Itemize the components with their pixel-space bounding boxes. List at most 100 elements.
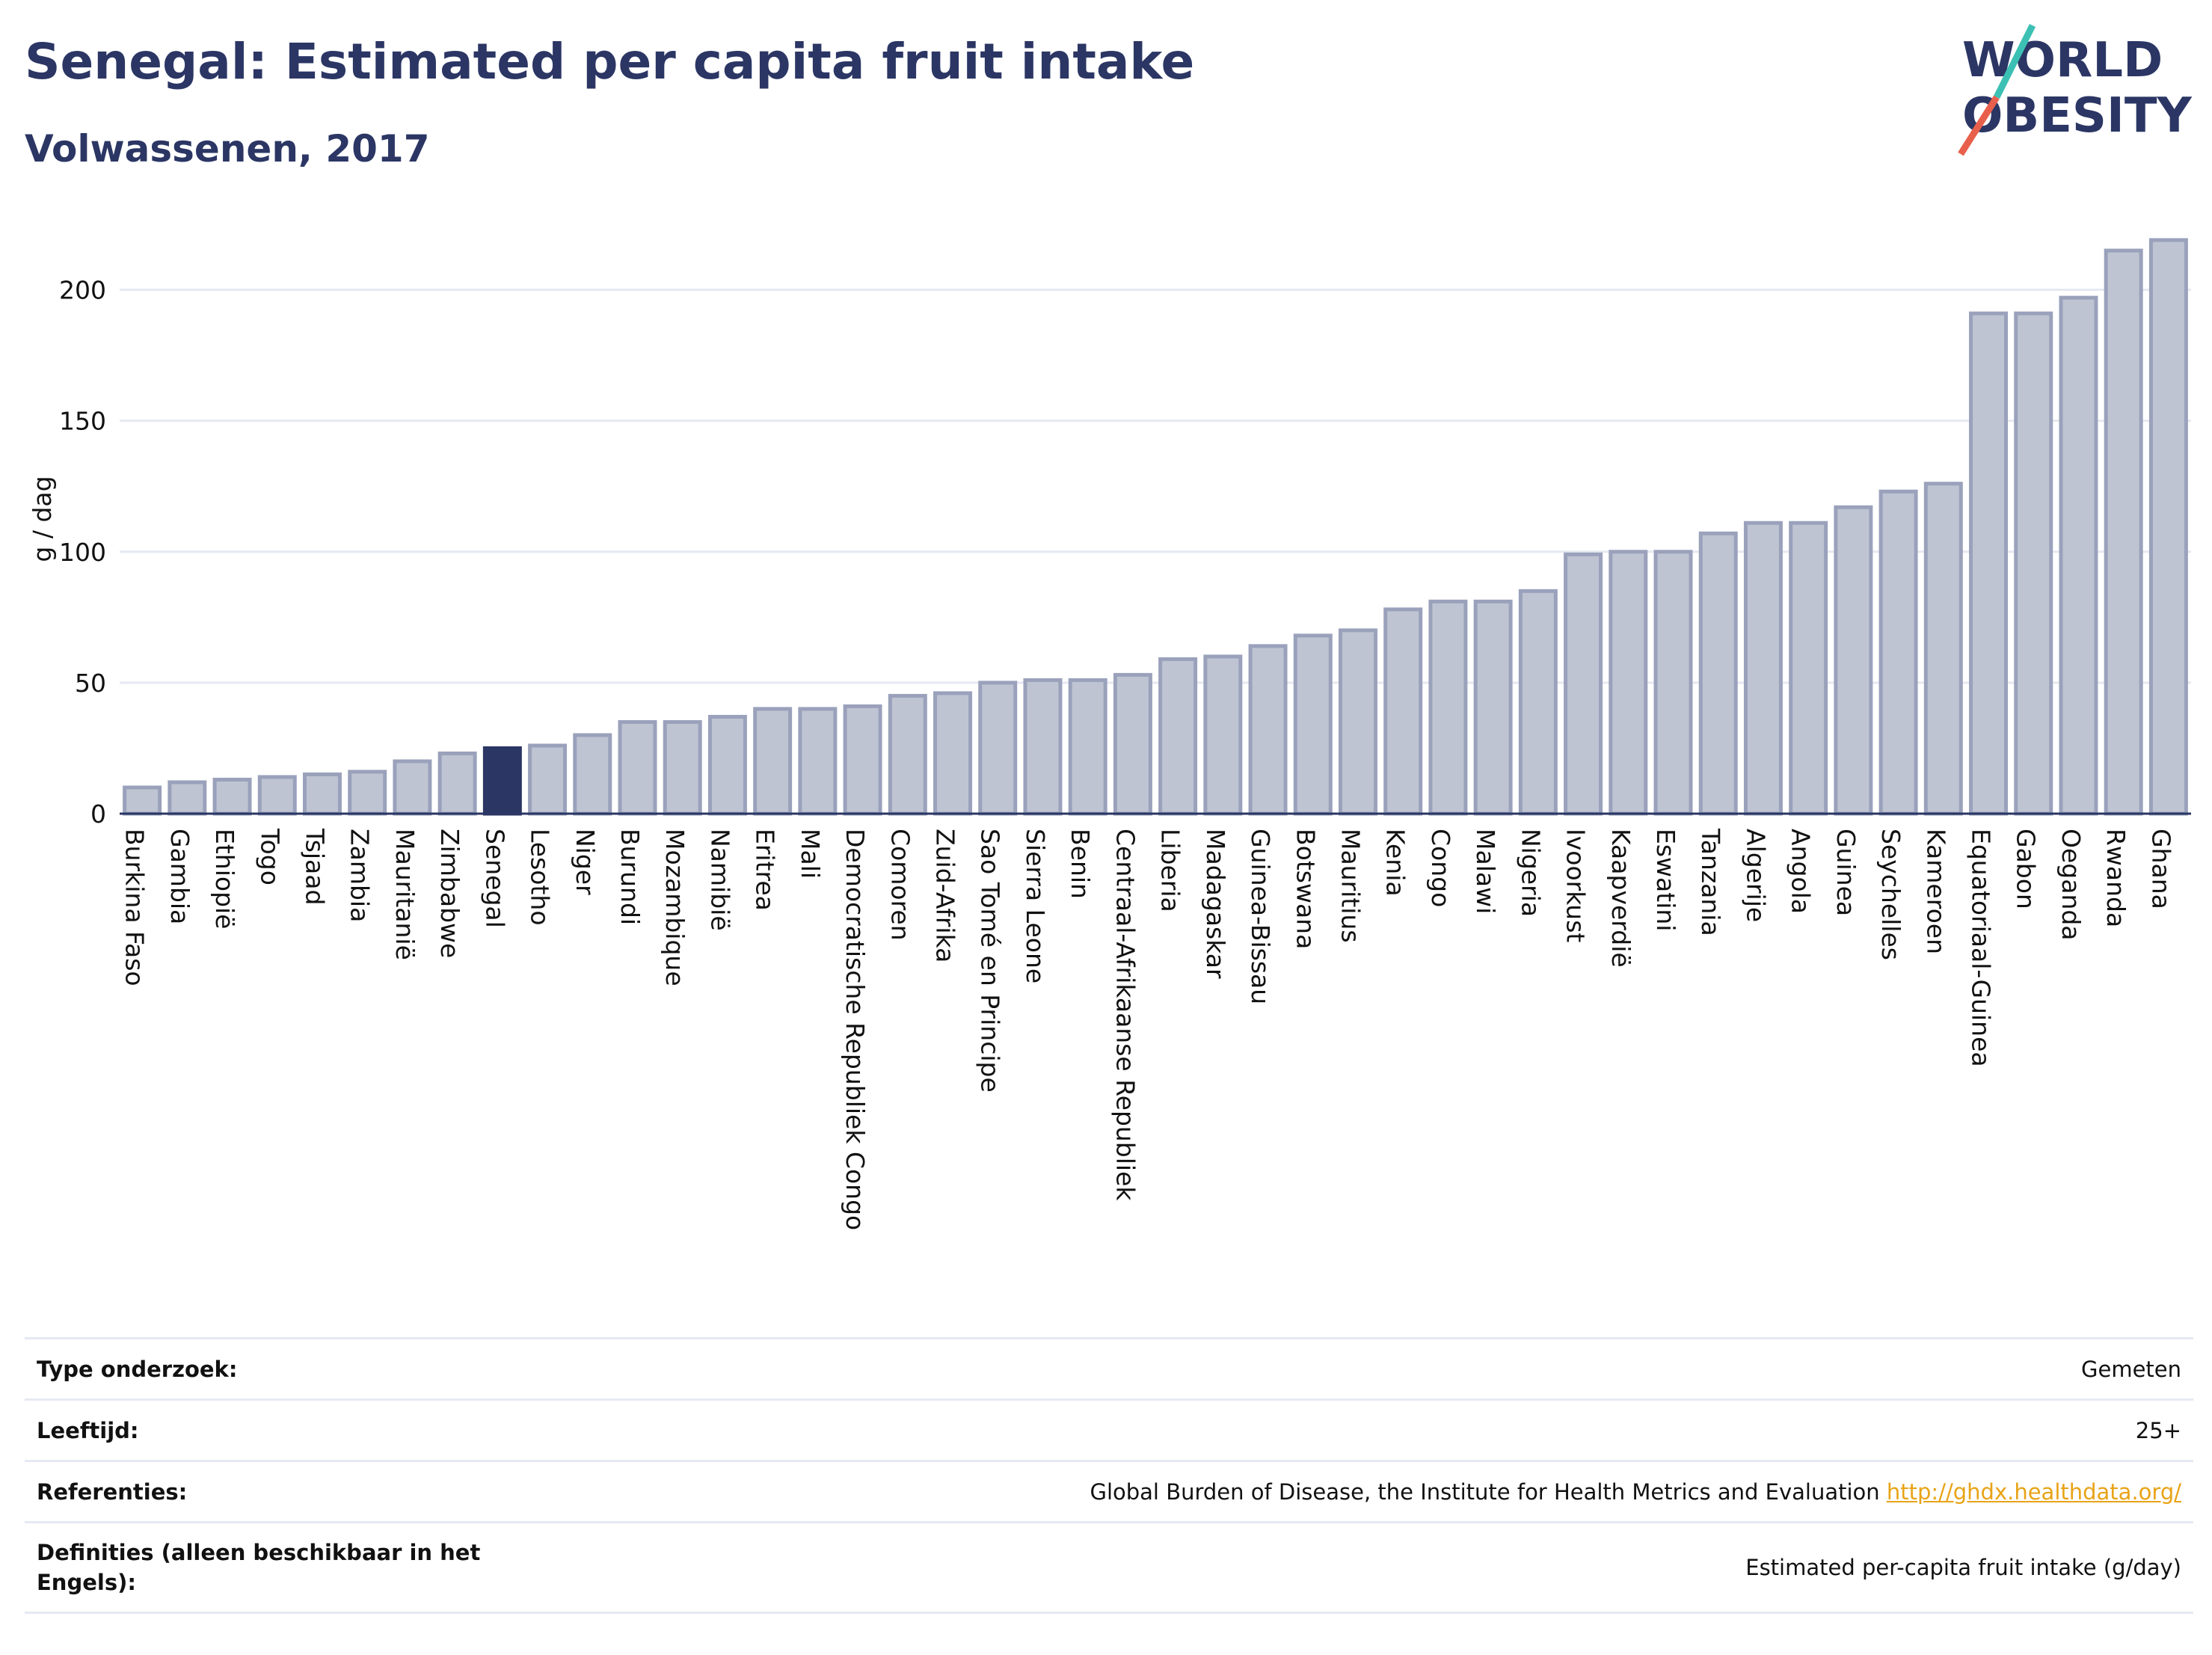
chart-subtitle: Volwassenen, 2017 [25, 127, 430, 171]
bar-sao-tom-en-principe [978, 681, 1018, 816]
x-tick-label: Angola [1787, 829, 1816, 914]
bar-burkina-faso [123, 785, 162, 816]
bar-kameroen [1923, 482, 1963, 816]
x-tick-label: Nigeria [1516, 829, 1545, 917]
x-tick-labels: Burkina Faso Gambia Ethiopië Togo Tsjaad Zamb… [120, 828, 2176, 1230]
bar-liberia [1158, 657, 1198, 816]
bar-sierra-leone [1023, 678, 1063, 816]
x-tick-label: Mauritius [1336, 829, 1365, 943]
x-tick-label: Centraal-Afrikaanse Republiek [1110, 829, 1140, 1201]
bar-congo [1428, 599, 1468, 816]
bars [123, 238, 2188, 816]
bar-centraal-afrikaanse-republiek [1113, 672, 1152, 816]
x-tick-label: Mali [796, 829, 825, 879]
info-row-definitions: Definities (alleen beschikbaar in het En… [25, 1521, 2193, 1614]
bar-gambia [168, 780, 207, 816]
x-tick-label: Democratische Republiek Congo [841, 829, 870, 1230]
x-tick-label: Ivoorkust [1561, 829, 1591, 942]
info-label: Referenties: [37, 1479, 188, 1505]
bar-oeganda [2059, 295, 2098, 816]
x-tick-label: Seychelles [1876, 829, 1905, 960]
info-value: Estimated per-capita fruit intake (g/day… [1745, 1555, 2181, 1580]
x-tick-label: Guinea [1831, 829, 1861, 916]
reference-link[interactable]: http://ghdx.healthdata.org/ [1886, 1479, 2181, 1505]
x-tick-label: Ghana [2146, 829, 2175, 909]
bar-eswatini [1653, 550, 1693, 816]
bar-zuid-afrika [933, 691, 973, 816]
bar-botswana [1293, 633, 1333, 816]
bar-mozambique [663, 719, 702, 816]
bar-ghana [2148, 238, 2188, 816]
bar-zimbabwe [437, 751, 477, 816]
x-tick-label: Kenia [1381, 829, 1410, 897]
bar-gabon [2014, 311, 2053, 816]
bar-senegal [482, 746, 522, 816]
info-label: Type onderzoek: [37, 1356, 238, 1382]
logo-text-obesity: OBESITY [1962, 88, 2192, 144]
bar-algerije [1743, 521, 1783, 816]
x-tick-label: Tanzania [1696, 828, 1725, 936]
x-tick-label: Eritrea [751, 829, 780, 911]
x-tick-label: Algerije [1741, 829, 1770, 922]
x-tick-label: Zuid-Afrika [931, 829, 960, 962]
bar-kaapverdi- [1609, 550, 1648, 816]
bar-angola [1789, 521, 1828, 816]
x-tick-label: Kaapverdië [1606, 829, 1635, 968]
bar-tanzania [1698, 531, 1738, 816]
x-tick-label: Madagaskar [1201, 829, 1230, 979]
x-tick-label: Sierra Leone [1021, 829, 1050, 983]
y-tick-label: 50 [75, 669, 106, 698]
x-tick-label: Benin [1066, 829, 1095, 899]
x-tick-label: Comoren [885, 829, 915, 941]
bar-rwanda [2104, 248, 2143, 816]
x-tick-label: Mauritanië [390, 829, 420, 960]
x-tick-label: Zambia [345, 829, 375, 922]
x-tick-label: Senegal [480, 829, 509, 928]
logo-slash-teal [1993, 23, 2036, 99]
y-tick-label: 200 [59, 276, 106, 305]
x-tick-label: Malawi [1471, 829, 1500, 914]
bar-zambia [348, 770, 387, 816]
x-tick-label: Eswatini [1651, 829, 1680, 931]
x-tick-label: Ethiopië [210, 829, 239, 929]
bar-namibi- [707, 714, 747, 816]
info-value: 25+ [2135, 1417, 2181, 1443]
x-tick-label: Namibië [705, 829, 734, 931]
chart-title: Senegal: Estimated per capita fruit inta… [25, 33, 1195, 90]
logo-slash-red [1958, 95, 2000, 156]
info-row-survey-type: Type onderzoek: Gemeten [25, 1337, 2193, 1398]
x-tick-label: Sao Tomé en Principe [976, 829, 1005, 1093]
bar-eritrea [753, 707, 793, 816]
x-tick-label: Zimbabwe [435, 829, 464, 958]
bar-lesotho [528, 743, 568, 816]
x-tick-label: Tsjaad [300, 828, 329, 905]
x-tick-label: Gambia [165, 829, 194, 924]
info-label: Definities (alleen beschikbaar in het En… [37, 1540, 481, 1595]
info-value: Gemeten [2081, 1356, 2181, 1382]
x-tick-label: Niger [571, 829, 600, 895]
x-tick-label: Congo [1426, 829, 1455, 907]
x-tick-label: Equatoriaal-Guinea [1967, 829, 1996, 1067]
bar-seychelles [1878, 489, 1918, 816]
y-tick-label: 0 [90, 799, 106, 829]
bar-mali [798, 707, 838, 816]
bar-kenia [1383, 607, 1423, 816]
bar-niger [573, 733, 612, 816]
bar-malawi [1473, 599, 1513, 816]
info-row-age: Leeftijd: 25+ [25, 1398, 2193, 1460]
info-row-references: Referenties: Global Burden of Disease, t… [25, 1460, 2193, 1521]
bar-comoren [888, 693, 927, 816]
logo-text-world: WORLD [1962, 33, 2163, 88]
x-tick-label: Rwanda [2101, 829, 2130, 927]
x-tick-label: Togo [255, 828, 284, 885]
bar-mauritani- [393, 759, 432, 816]
x-tick-label: Lesotho [526, 829, 555, 926]
info-value-references: Global Burden of Disease, the Institute … [1090, 1479, 2181, 1505]
bar-guinea-bissau [1248, 644, 1288, 816]
reference-text: Global Burden of Disease, the Institute … [1090, 1479, 1880, 1505]
bar-mauritius [1338, 628, 1377, 816]
info-table: Type onderzoek: Gemeten Leeftijd: 25+ Re… [25, 1337, 2193, 1614]
bar-madagaskar [1203, 654, 1243, 816]
y-tick-label: 100 [59, 538, 106, 567]
bar-togo [257, 775, 297, 816]
